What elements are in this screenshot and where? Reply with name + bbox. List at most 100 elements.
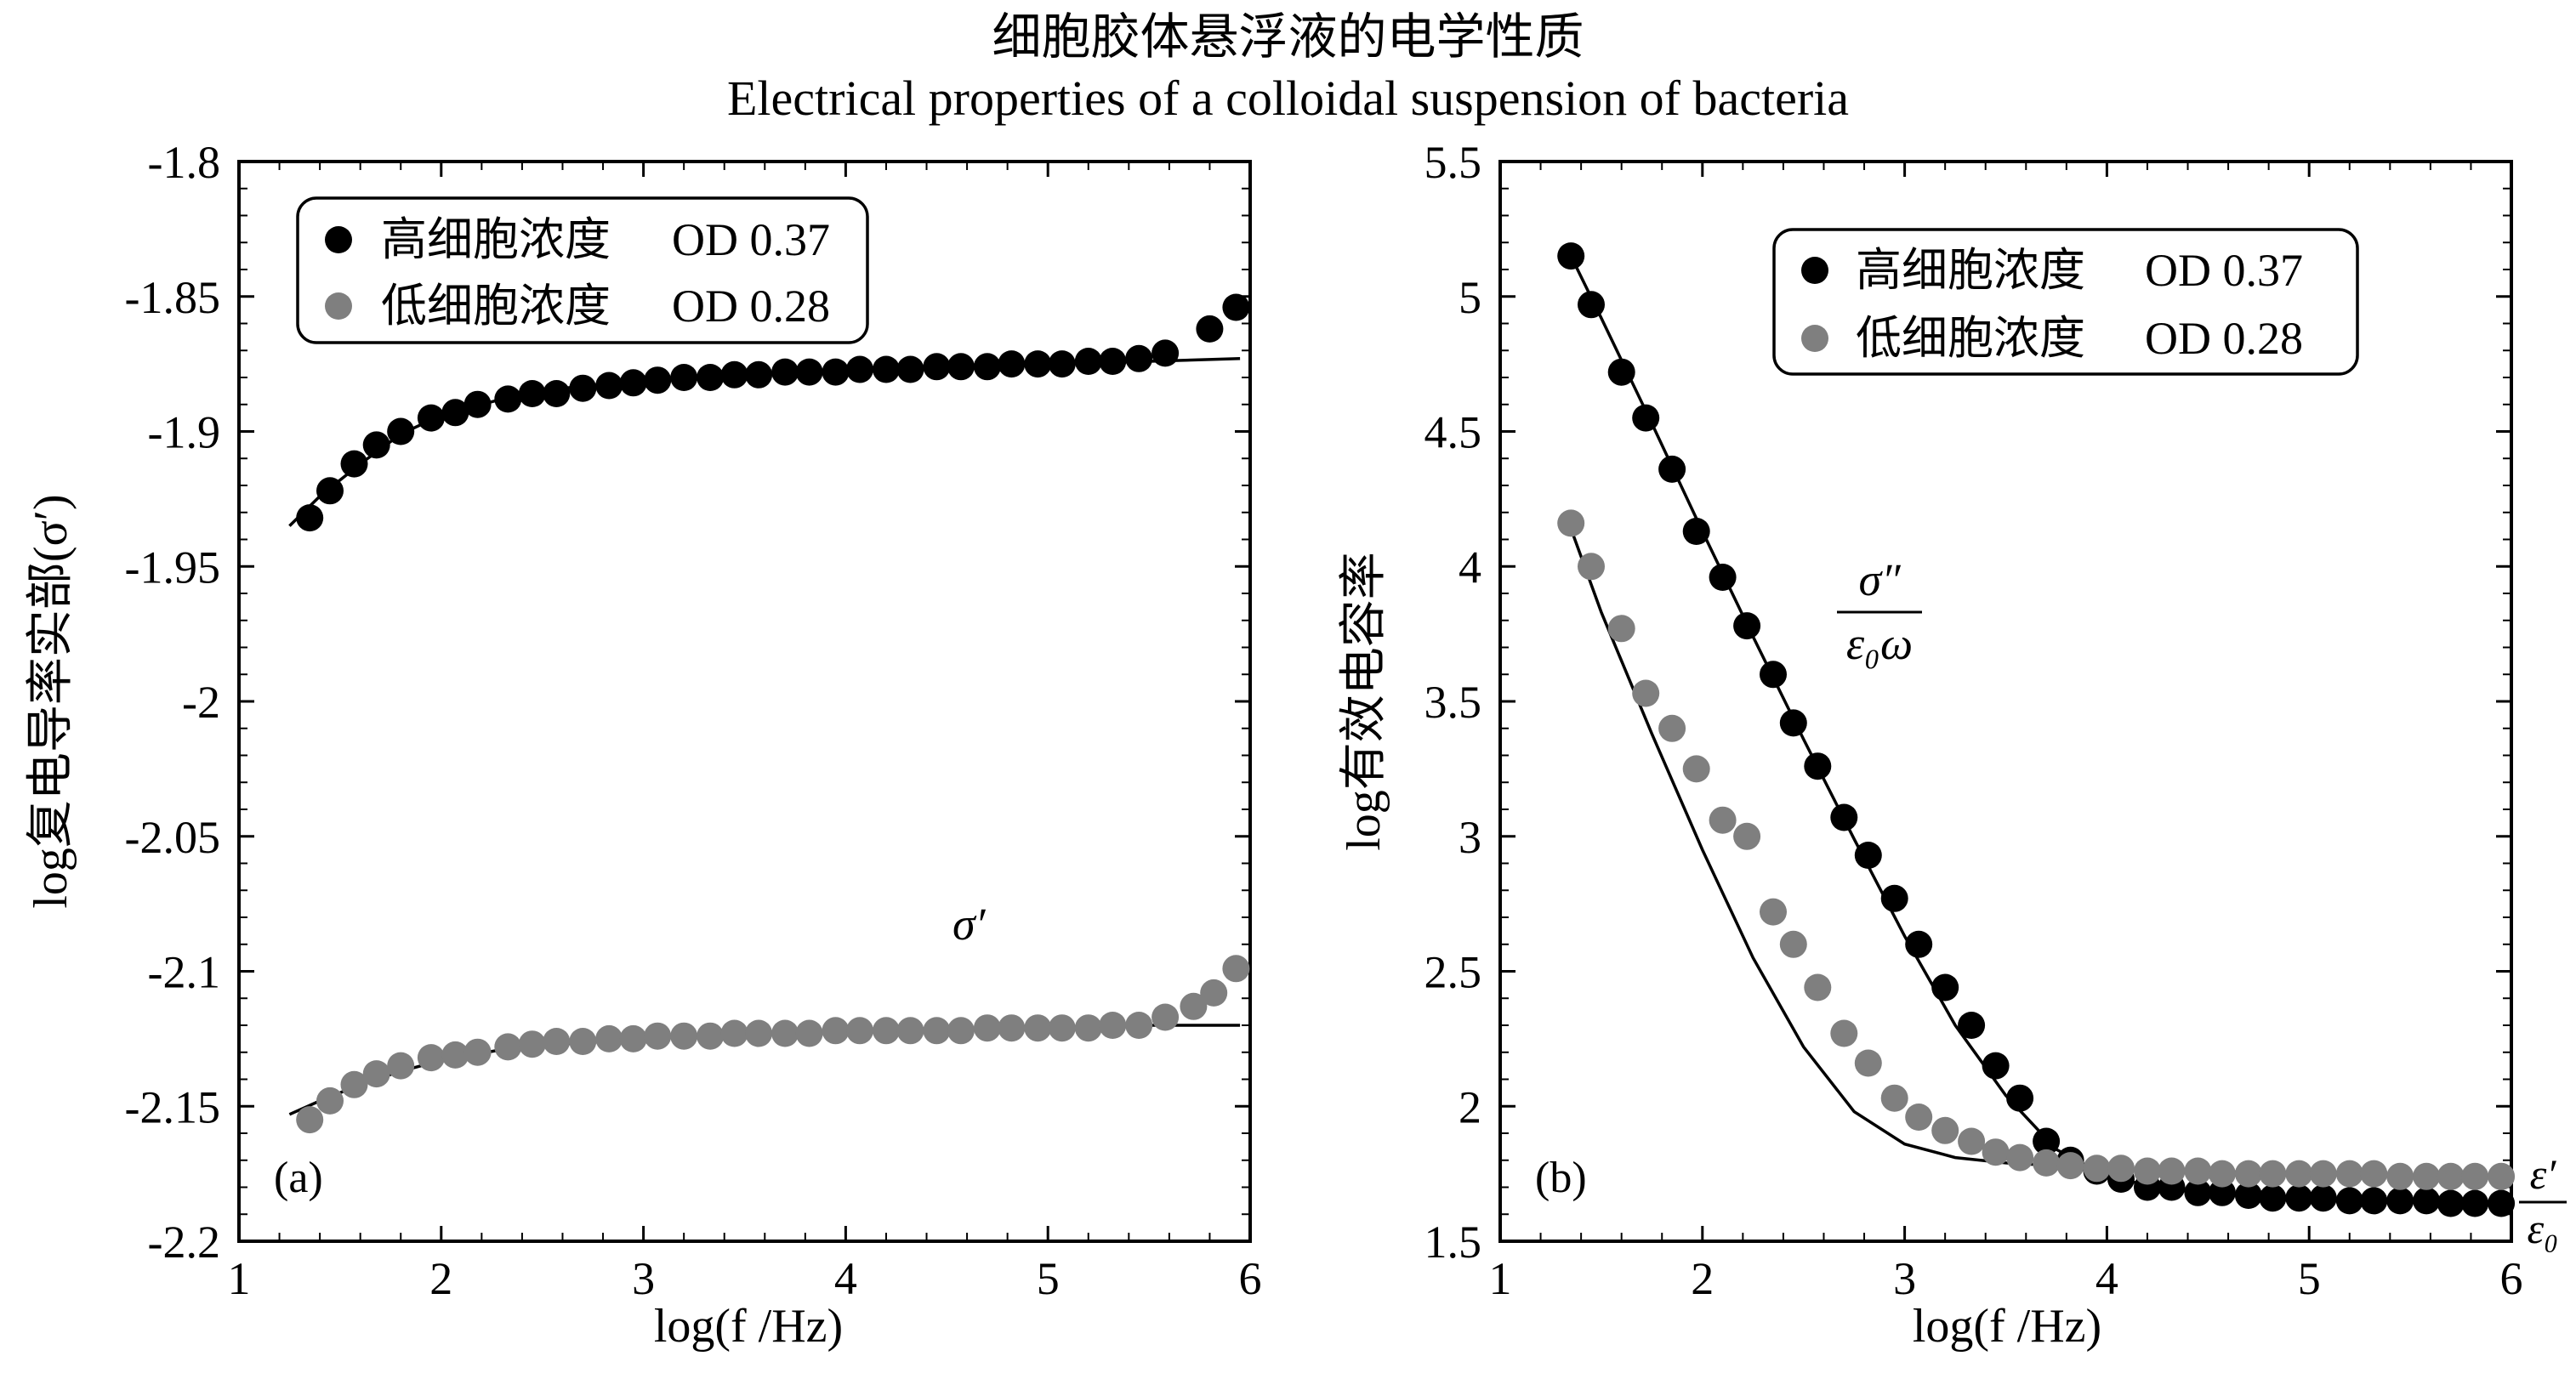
panel-a-data-point-series-1 <box>998 1014 1026 1042</box>
panel-a-data-point-series-1 <box>1152 1003 1180 1031</box>
panel-b-data-point-series-1 <box>1982 1138 2010 1166</box>
panel-a-data-point-series-0 <box>998 350 1026 378</box>
panel-b-x-tick-label: 2 <box>1691 1253 1714 1304</box>
panel-b-data-point-series-1 <box>2208 1160 2236 1188</box>
panel-a-data-point-series-1 <box>973 1014 1001 1042</box>
panel-b-legend-high-name: 高细胞浓度 <box>1856 245 2085 296</box>
panel-b-data-point-series-1 <box>2285 1160 2313 1188</box>
panel-b-ticks: 1 2 3 4 5 6 5.5 5 4.5 4 3.5 3 2.5 2 1.5 <box>1424 137 2523 1304</box>
panel-b-data-point-series-1 <box>1830 1019 1858 1047</box>
panel-b-data-point-series-1 <box>1958 1127 1986 1155</box>
panel-b-data-point-series-1 <box>2158 1157 2186 1185</box>
panel-b-data-point-series-0 <box>1982 1052 2010 1080</box>
panel-a-data-point-series-1 <box>595 1024 623 1052</box>
panel-b-data-point-series-1 <box>1607 615 1635 643</box>
panel-a-label: (a) <box>274 1154 323 1202</box>
panel-a-data-point-series-0 <box>771 358 799 386</box>
panel-a-data-point-series-0 <box>670 364 698 391</box>
panel-b-data-point-series-0 <box>1905 930 1933 958</box>
panel-a-data-point-series-1 <box>795 1019 823 1047</box>
panel-b-data-point-series-1 <box>2335 1160 2363 1188</box>
panel-b-x-tick-label: 6 <box>2500 1253 2523 1304</box>
panel-a-legend: 高细胞浓度 OD 0.37 低细胞浓度 OD 0.28 <box>296 196 869 344</box>
panel-a-data-point-series-1 <box>494 1033 522 1061</box>
panel-a-legend-high-name: 高细胞浓度 <box>381 214 611 265</box>
panel-b-data-point-series-0 <box>1557 242 1585 270</box>
panel-a: 1 2 3 4 5 6 -1.8 -1.85 -1.9 -1.95 -2 -2.05 -2.1 -2.15… <box>25 137 1262 1353</box>
panel-a-legend-high-od: OD 0.37 <box>672 214 830 265</box>
panel-b-legend-low-name: 低细胞浓度 <box>1856 313 2085 364</box>
panel-b-data-point-series-0 <box>2033 1127 2061 1155</box>
panel-b-data-point-series-0 <box>2208 1178 2236 1206</box>
panel-b-data-point-series-0 <box>1607 358 1635 386</box>
panel-b-data-point-series-0 <box>1880 884 1908 912</box>
panel-b-data-point-series-0 <box>1931 973 1959 1001</box>
panel-a-data-point-series-0 <box>1222 293 1250 321</box>
panel-a-data-point-series-1 <box>1125 1012 1153 1039</box>
panel-b-data-point-series-0 <box>1658 455 1686 483</box>
panel-b-data-point-series-0 <box>1733 612 1761 640</box>
panel-b-y-tick-label: 1.5 <box>1424 1217 1482 1268</box>
panel-b-data-point-series-0 <box>1958 1012 1986 1039</box>
panel-a-x-tick-label: 3 <box>632 1253 655 1304</box>
chart-title-zh: 细胞胶体悬浮液的电学性质 <box>992 9 1584 65</box>
panel-b-data-point-series-1 <box>1682 755 1710 783</box>
panel-a-data-point-series-0 <box>296 504 324 532</box>
panel-a-x-tick-label: 1 <box>228 1253 251 1304</box>
panel-a-data-point-series-0 <box>387 417 415 445</box>
panel-a-data-point-series-0 <box>569 374 597 402</box>
panel-a-data-point-series-1 <box>518 1030 546 1058</box>
panel-b-data-point-series-0 <box>1709 564 1737 591</box>
panel-a-data-point-series-1 <box>697 1022 725 1050</box>
panel-b-data-point-series-0 <box>2335 1187 2363 1215</box>
panel-b-y-tick-label: 4.5 <box>1424 407 1482 458</box>
panel-b-data-point-series-1 <box>1779 930 1807 958</box>
panel-a-data-point-series-0 <box>822 358 850 386</box>
panel-a-x-tick-label: 6 <box>1239 1253 1262 1304</box>
panel-b-data-point-series-1 <box>1854 1049 1882 1077</box>
fraction-numerator-sigma: σ″ <box>1858 554 1901 605</box>
panel-a-data-point-series-0 <box>896 355 924 383</box>
panel-b-fit-curves <box>1569 255 2512 1206</box>
panel-a-data-point-series-1 <box>441 1041 469 1069</box>
panel-b-data-point-series-1 <box>2056 1152 2084 1180</box>
panel-b-data-point-series-0 <box>2184 1178 2212 1206</box>
panel-a-data-point-series-1 <box>362 1060 390 1088</box>
panel-a-data-point-series-1 <box>822 1017 850 1045</box>
panel-b-data-point-series-0 <box>1578 291 1605 319</box>
panel-b-data-point-series-1 <box>2413 1162 2441 1190</box>
chart-title-en: Electrical properties of a colloidal sus… <box>727 71 1849 126</box>
panel-b-x-tick-label: 3 <box>1893 1253 1916 1304</box>
panel-a-y-tick-label: -2.05 <box>125 812 220 863</box>
panel-b-data-point-series-1 <box>2006 1143 2034 1172</box>
panel-b-eps-prime-annotation: ε′ ε₀ <box>2519 1150 2567 1252</box>
panel-b-data-point-series-0 <box>2285 1184 2313 1212</box>
panel-b-y-tick-label: 2.5 <box>1424 947 1482 998</box>
panel-b-y-tick-label: 3 <box>1459 812 1481 863</box>
panel-a-data-point-series-0 <box>923 353 951 381</box>
panel-b-data-point-series-1 <box>1658 714 1686 742</box>
panel-a-data-point-series-1 <box>387 1052 415 1080</box>
panel-b-sigma-double-prime-annotation: σ″ ε₀ω <box>1837 554 1922 669</box>
panel-a-y-tick-label: -2.2 <box>148 1217 220 1268</box>
panel-a-data-point-series-0 <box>1074 348 1102 375</box>
panel-a-data-point-series-1 <box>1048 1014 1076 1042</box>
panel-b-x-tick-label: 1 <box>1489 1253 1512 1304</box>
panel-b-fit-line-series-0 <box>1569 255 2512 1206</box>
panel-a-data-point-series-1 <box>463 1038 492 1066</box>
panel-a-x-tick-label: 5 <box>1037 1253 1060 1304</box>
panel-b-data-point-series-0 <box>1804 752 1832 780</box>
panel-b-data-point-series-1 <box>2134 1157 2161 1185</box>
panel-b-legend-marker-high <box>1801 257 1828 284</box>
panel-a-data-point-series-1 <box>846 1017 873 1045</box>
panel-b-x-tick-label: 5 <box>2298 1253 2321 1304</box>
panel-b-x-tick-label: 4 <box>2095 1253 2118 1304</box>
panel-a-data-point-series-0 <box>463 390 492 418</box>
panel-a-data-point-series-1 <box>670 1022 698 1050</box>
panel-b-data-point-series-1 <box>2033 1149 2061 1177</box>
panel-b-data-point-series-1 <box>2234 1160 2262 1188</box>
panel-a-data-point-series-1 <box>619 1024 647 1052</box>
panel-a-y-tick-label: -1.95 <box>125 542 220 593</box>
panel-a-x-tick-label: 4 <box>834 1253 857 1304</box>
